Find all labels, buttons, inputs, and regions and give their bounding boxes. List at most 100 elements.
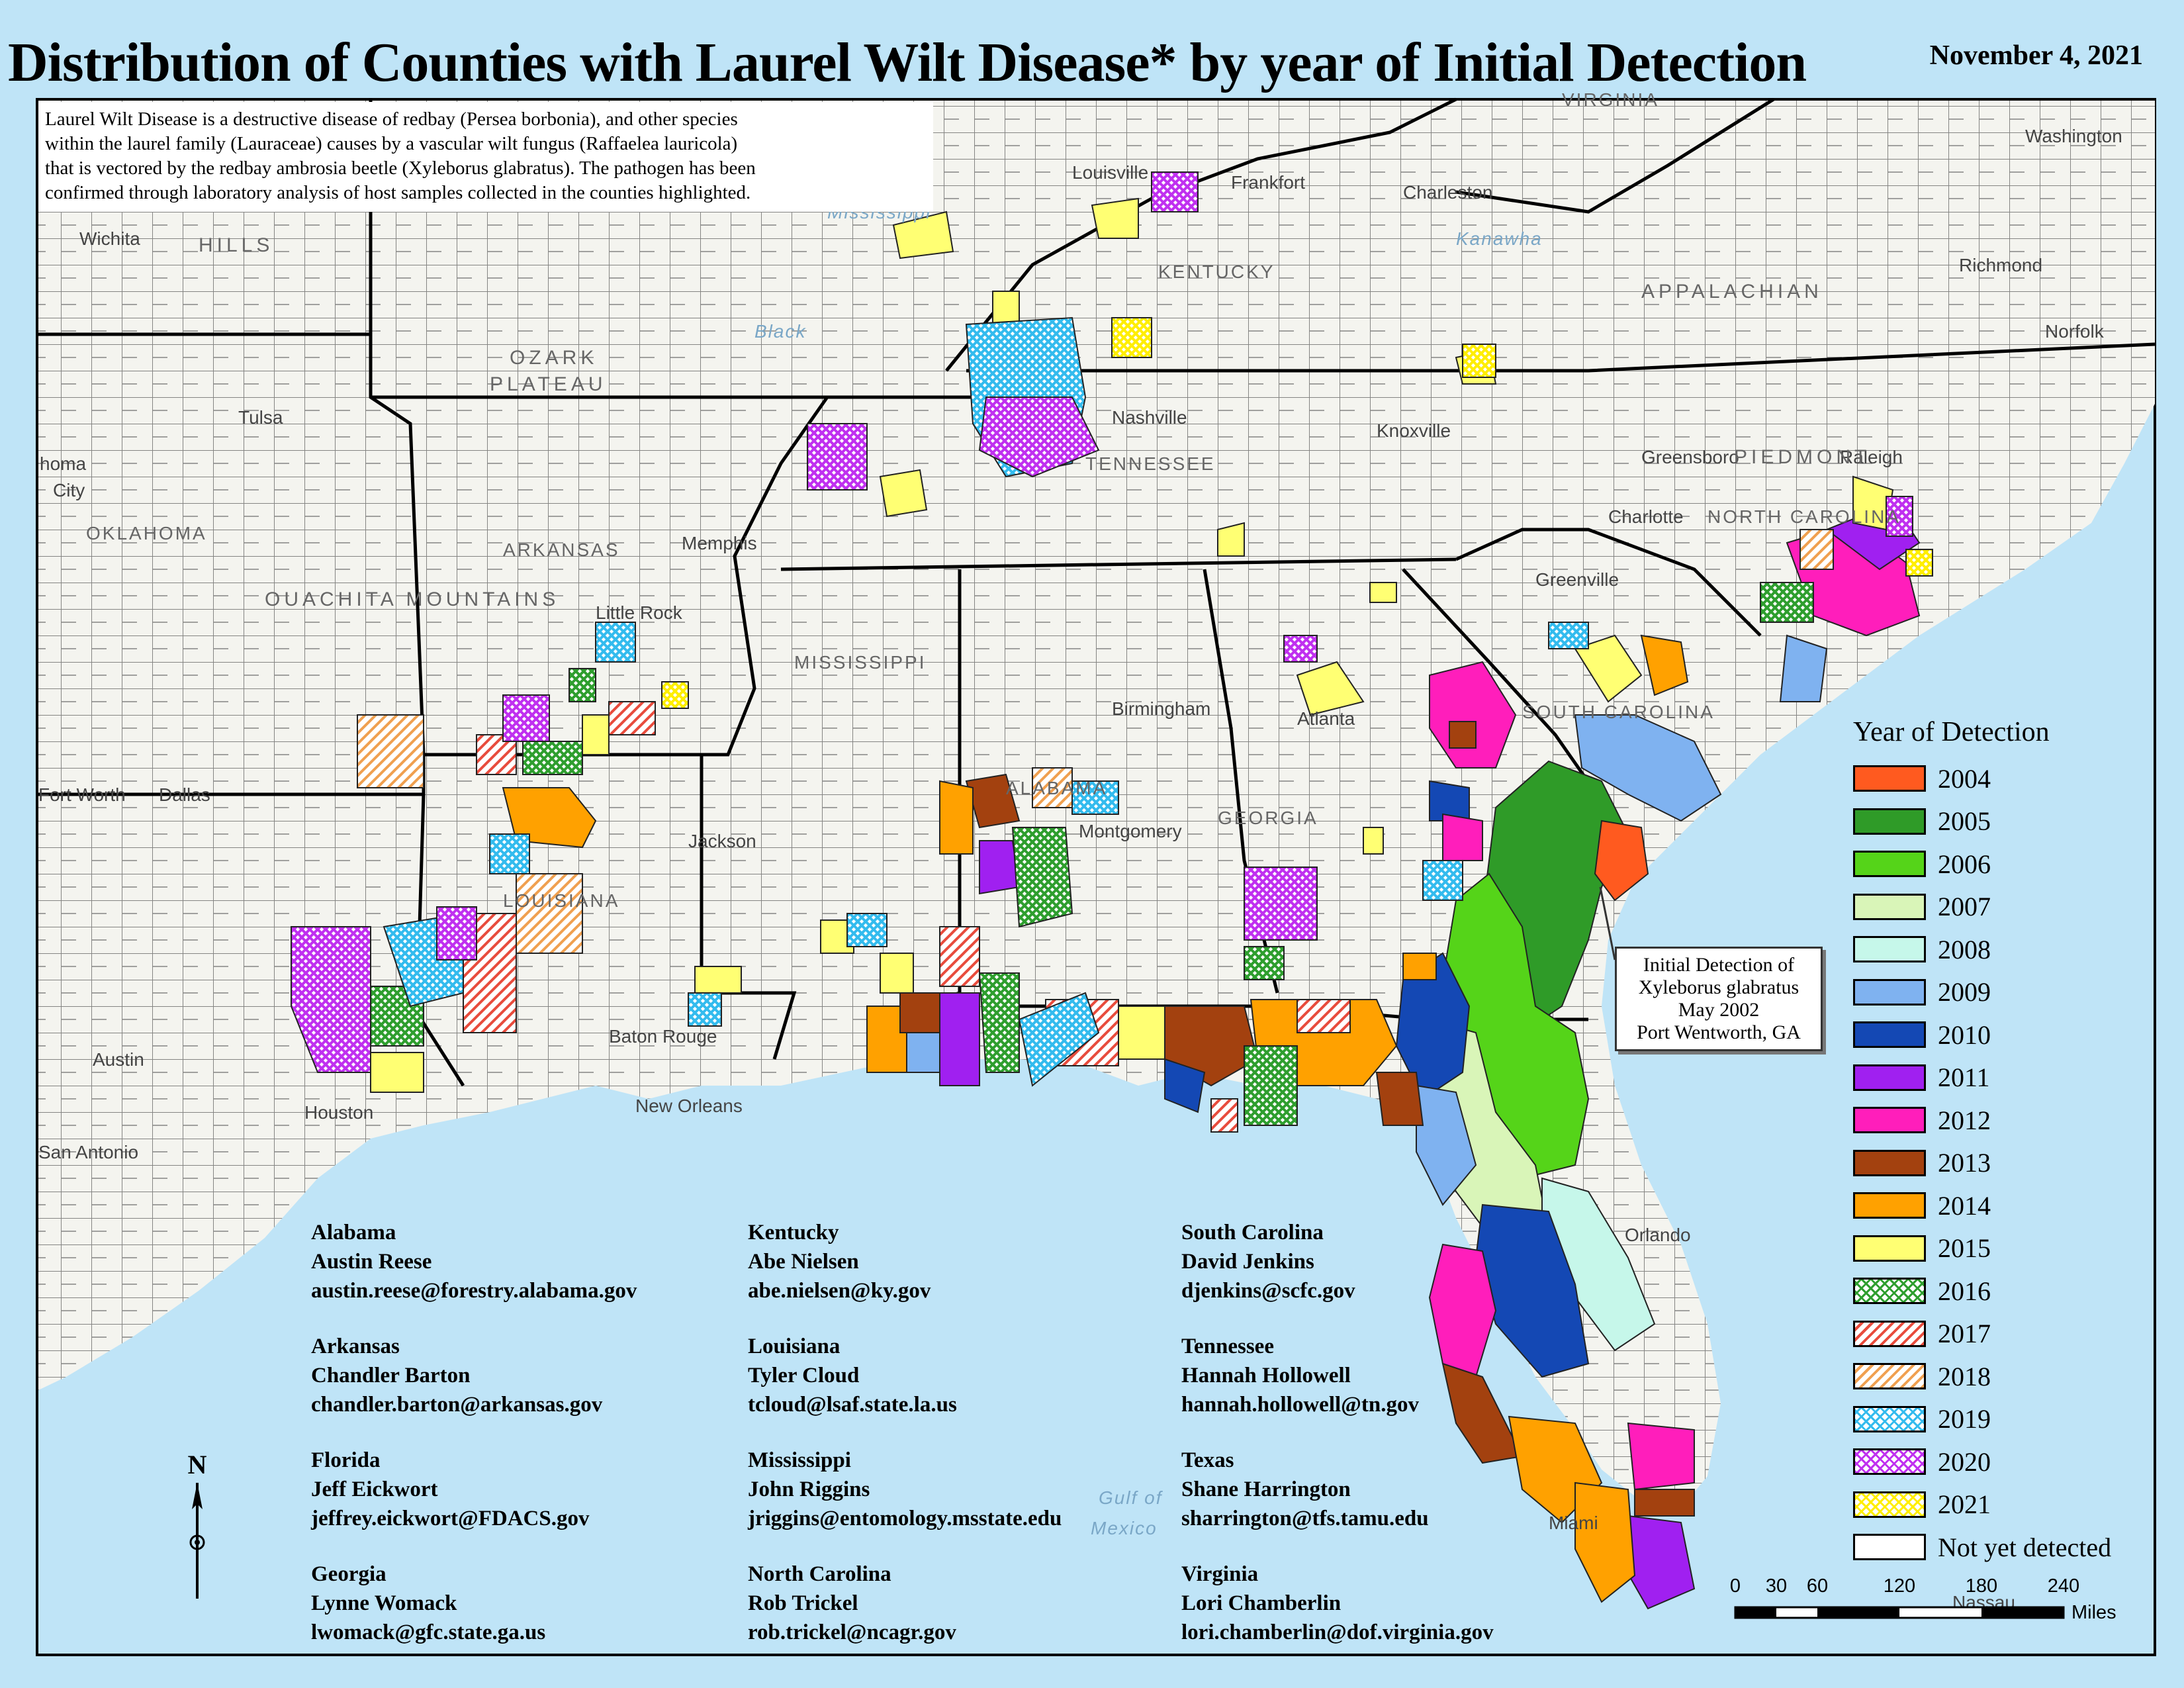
scale-bar-graphic bbox=[1734, 1606, 2065, 1618]
contact-state: Louisiana bbox=[748, 1335, 841, 1358]
legend-item: 2018 bbox=[1853, 1355, 2131, 1398]
legend-label: Not yet detected bbox=[1938, 1532, 2112, 1562]
map-label-region: OUACHITA MOUNTAINS bbox=[265, 588, 559, 610]
map-label-city: Jackson bbox=[688, 831, 756, 851]
map-label-city: homa bbox=[40, 453, 86, 474]
contact-email[interactable]: austin.reese@forestry.alabama.gov bbox=[311, 1279, 637, 1303]
contact-state: Alabama bbox=[311, 1221, 396, 1244]
legend-item: 2020 bbox=[1853, 1440, 2131, 1483]
legend-label: 2020 bbox=[1938, 1446, 1991, 1477]
map-label-city: Nashville bbox=[1112, 407, 1187, 428]
legend-label: 2004 bbox=[1938, 763, 1991, 794]
map-label-city: Baton Rouge bbox=[609, 1026, 717, 1047]
map-label-state: MISSISSIPPI bbox=[794, 652, 927, 673]
scale-tick-label: 180 bbox=[1965, 1575, 1998, 1597]
map-date: November 4, 2021 bbox=[1929, 40, 2143, 71]
legend-item: Not yet detected bbox=[1853, 1526, 2131, 1569]
legend-label: 2021 bbox=[1938, 1489, 1991, 1520]
contact-email[interactable]: sharrington@tfs.tamu.edu bbox=[1181, 1507, 1429, 1530]
legend-title: Year of Detection bbox=[1853, 717, 2050, 747]
map-label-city: Washington bbox=[2025, 126, 2122, 146]
basemap-labels: Wichita HILLS OZARK PLATEAU Tulsa homa City OKL… bbox=[38, 89, 2122, 1613]
contact-email[interactable]: chandler.barton@arkansas.gov bbox=[311, 1393, 603, 1417]
description-box: Laurel Wilt Disease is a destructive dis… bbox=[38, 102, 933, 212]
contact-email[interactable]: hannah.hollowell@tn.gov bbox=[1181, 1393, 1419, 1417]
map-label-city: Austin bbox=[93, 1049, 144, 1070]
contact-name: Tyler Cloud bbox=[748, 1364, 860, 1387]
north-label: N bbox=[188, 1450, 207, 1479]
contact-block: Arkansas Chandler Barton chandler.barton@a… bbox=[311, 1332, 748, 1419]
map-label-region: PLATEAU bbox=[490, 373, 607, 395]
callout-line: Port Wentworth, GA bbox=[1637, 1021, 1801, 1043]
north-arrow: N bbox=[177, 1450, 217, 1612]
contact-name: Rob Trickel bbox=[748, 1591, 858, 1615]
legend-item: 2016 bbox=[1853, 1270, 2131, 1313]
legend-swatch bbox=[1853, 1021, 1926, 1049]
map-frame bbox=[36, 98, 2156, 1656]
map-label-city: Knoxville bbox=[1377, 420, 1451, 441]
legend-label: 2016 bbox=[1938, 1276, 1991, 1306]
contact-name: Austin Reese bbox=[311, 1250, 432, 1274]
map-label-city: Frankfort bbox=[1231, 172, 1305, 193]
contact-email[interactable]: lori.chamberlin@dof.virginia.gov bbox=[1181, 1620, 1494, 1644]
legend-swatch bbox=[1853, 1448, 1926, 1476]
legend-item: 2010 bbox=[1853, 1013, 2131, 1056]
map-label-city: Montgomery bbox=[1079, 821, 1182, 841]
contact-email[interactable]: jeffrey.eickwort@FDACS.gov bbox=[311, 1507, 590, 1530]
contact-state: Florida bbox=[311, 1448, 381, 1472]
legend: Year of Detection 2004 2005 2006 2007 2008 20… bbox=[1853, 716, 2131, 1569]
map-label-water: Gulf of bbox=[1099, 1487, 1163, 1508]
contact-state: Mississippi bbox=[748, 1448, 851, 1472]
contact-email[interactable]: lwomack@gfc.state.ga.us bbox=[311, 1620, 546, 1644]
contact-email[interactable]: djenkins@scfc.gov bbox=[1181, 1279, 1355, 1303]
legend-swatch bbox=[1853, 1363, 1926, 1390]
map-label-city: Birmingham bbox=[1112, 698, 1210, 719]
map-label-state: ALABAMA bbox=[1006, 778, 1107, 798]
legend-item: 2011 bbox=[1853, 1056, 2131, 1100]
contact-email[interactable]: tcloud@lsaf.state.la.us bbox=[748, 1393, 957, 1417]
map-label-region: APPALACHIAN bbox=[1641, 281, 1823, 303]
contact-email[interactable]: jriggins@entomology.msstate.edu bbox=[748, 1507, 1062, 1530]
contact-name: John Riggins bbox=[748, 1477, 870, 1501]
legend-swatch bbox=[1853, 851, 1926, 878]
map-label-region: OZARK bbox=[510, 347, 598, 369]
contact-name: David Jenkins bbox=[1181, 1250, 1314, 1274]
legend-item: 2009 bbox=[1853, 971, 2131, 1014]
map-label-city: Memphis bbox=[682, 533, 757, 553]
map-label-water: Kanawha bbox=[1456, 228, 1543, 249]
contact-state: Georgia bbox=[311, 1562, 387, 1586]
initial-detection-callout: Initial Detection of Xyleborus glabratus… bbox=[1615, 947, 1823, 1051]
callout-leader bbox=[1599, 886, 1616, 961]
legend-swatch bbox=[1853, 808, 1926, 835]
scale-tick-label: 240 bbox=[2047, 1575, 2080, 1597]
map-label-state: LOUISIANA bbox=[503, 890, 619, 911]
scale-tick-label: 120 bbox=[1883, 1575, 1916, 1597]
map-label-city: San Antonio bbox=[38, 1142, 138, 1162]
legend-swatch bbox=[1853, 1192, 1926, 1219]
callout-line: Xyleborus glabratus bbox=[1638, 976, 1799, 998]
legend-swatch bbox=[1853, 765, 1926, 792]
contact-email[interactable]: rob.trickel@ncagr.gov bbox=[748, 1620, 956, 1644]
map-label-water: Black bbox=[754, 321, 806, 342]
contact-state: Arkansas bbox=[311, 1335, 400, 1358]
map-label-city: Dallas bbox=[159, 784, 210, 805]
legend-swatch bbox=[1853, 1149, 1926, 1176]
legend-item: 2019 bbox=[1853, 1398, 2131, 1441]
map-label-city: Greenville bbox=[1535, 569, 1619, 590]
contact-name: Jeff Eickwort bbox=[311, 1477, 438, 1501]
legend-swatch bbox=[1853, 936, 1926, 963]
map-label-water: Mexico bbox=[1091, 1518, 1158, 1538]
map-label-city: Wichita bbox=[79, 228, 140, 249]
contact-email[interactable]: abe.nielsen@ky.gov bbox=[748, 1279, 931, 1303]
scale-tick-label: 60 bbox=[1806, 1575, 1829, 1597]
legend-label: 2007 bbox=[1938, 892, 1991, 922]
legend-label: 2012 bbox=[1938, 1105, 1991, 1135]
contact-state: Virginia bbox=[1181, 1562, 1259, 1586]
scale-bar: 0 30 60 120 180 240 Miles bbox=[1730, 1575, 2116, 1624]
scale-tick-label: 0 bbox=[1729, 1575, 1741, 1597]
contact-block: Florida Jeff Eickwort jeffrey.eickwort@FDA… bbox=[311, 1446, 748, 1533]
contact-name: Lynne Womack bbox=[311, 1591, 457, 1615]
legend-label: 2008 bbox=[1938, 934, 1991, 964]
contact-name: Shane Harrington bbox=[1181, 1477, 1351, 1501]
